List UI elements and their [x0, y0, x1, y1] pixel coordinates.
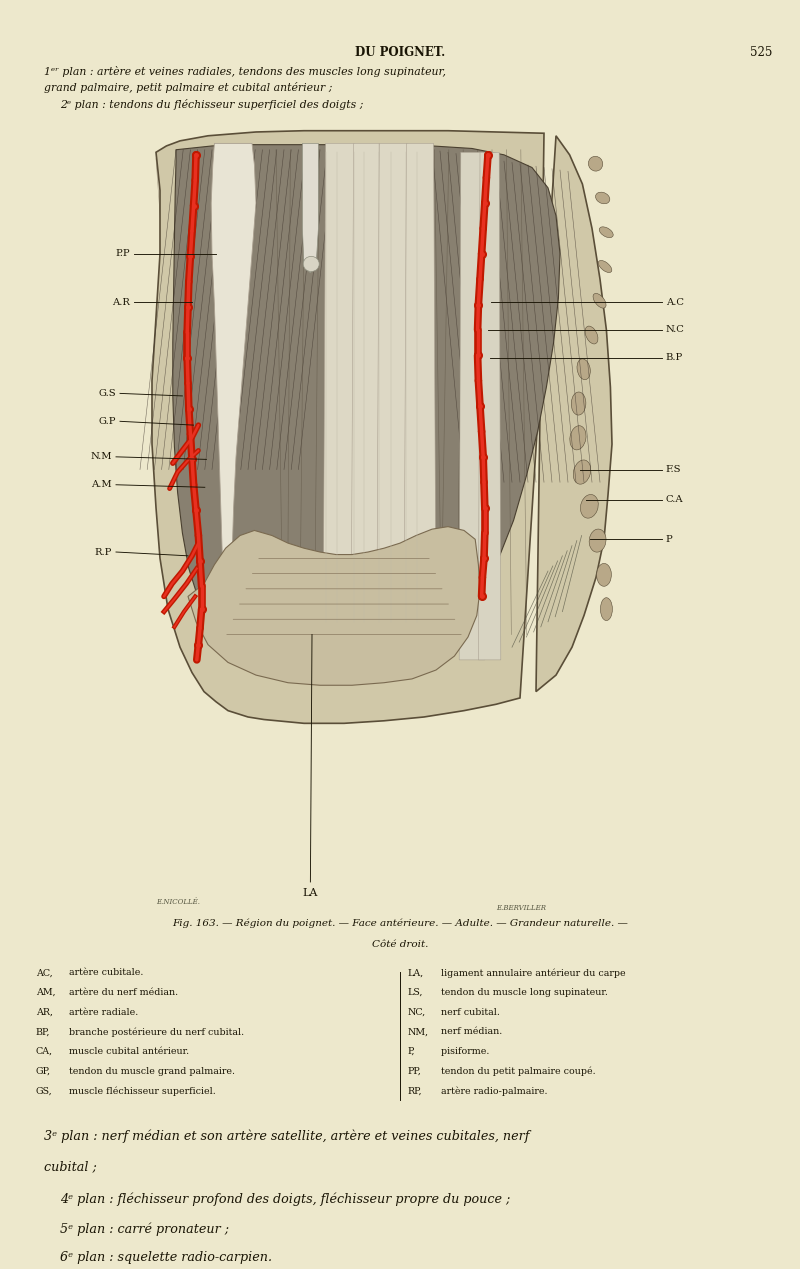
Text: C.A: C.A	[666, 495, 683, 505]
Ellipse shape	[581, 495, 598, 518]
Text: AC,: AC,	[36, 968, 53, 977]
Text: NC,: NC,	[408, 1008, 426, 1016]
Text: branche postérieure du nerf cubital.: branche postérieure du nerf cubital.	[66, 1028, 245, 1037]
Text: ligament annulaire antérieur du carpe: ligament annulaire antérieur du carpe	[438, 968, 626, 977]
Polygon shape	[152, 131, 612, 723]
Text: E.BERVILLER: E.BERVILLER	[496, 904, 546, 911]
Text: grand palmaire, petit palmaire et cubital antérieur ;: grand palmaire, petit palmaire et cubita…	[44, 82, 332, 94]
Text: P: P	[666, 534, 672, 544]
Text: BP,: BP,	[36, 1028, 50, 1037]
Ellipse shape	[593, 293, 606, 308]
Polygon shape	[323, 143, 357, 634]
Text: P.P: P.P	[116, 249, 130, 259]
Text: cubital ;: cubital ;	[44, 1160, 97, 1173]
Polygon shape	[212, 136, 248, 279]
Polygon shape	[173, 145, 560, 678]
Text: P,: P,	[408, 1047, 415, 1056]
Polygon shape	[459, 152, 485, 660]
Text: 1ᵉʳ plan : artère et veines radiales, tendons des muscles long supinateur,: 1ᵉʳ plan : artère et veines radiales, te…	[44, 66, 446, 77]
Text: N.M: N.M	[90, 452, 112, 462]
Text: G.S: G.S	[98, 388, 116, 398]
Text: DU POIGNET.: DU POIGNET.	[355, 46, 445, 60]
Ellipse shape	[589, 529, 606, 552]
Ellipse shape	[588, 156, 602, 171]
Polygon shape	[404, 143, 436, 634]
Text: RP,: RP,	[408, 1086, 422, 1095]
Text: E.NICOLLÉ.: E.NICOLLÉ.	[156, 898, 200, 906]
Ellipse shape	[574, 459, 590, 485]
Text: tendon du muscle long supinateur.: tendon du muscle long supinateur.	[438, 987, 608, 997]
Text: muscle cubital antérieur.: muscle cubital antérieur.	[66, 1047, 190, 1056]
Text: CA,: CA,	[36, 1047, 53, 1056]
Polygon shape	[188, 527, 480, 685]
Text: 5ᵉ plan : carré pronateur ;: 5ᵉ plan : carré pronateur ;	[60, 1222, 229, 1236]
Text: A.R: A.R	[113, 297, 130, 307]
Polygon shape	[211, 143, 256, 634]
Text: 2ᵉ plan : tendons du fléchisseur superficiel des doigts ;: 2ᵉ plan : tendons du fléchisseur superfi…	[60, 99, 363, 110]
Text: 6ᵉ plan : squelette radio-carpien.: 6ᵉ plan : squelette radio-carpien.	[60, 1251, 272, 1264]
Polygon shape	[302, 143, 318, 273]
Text: B.P: B.P	[666, 353, 683, 363]
Text: artère radio-palmaire.: artère radio-palmaire.	[438, 1086, 548, 1095]
Text: nerf médian.: nerf médian.	[438, 1028, 502, 1037]
Text: 3ᵉ plan : nerf médian et son artère satellite, artère et veines cubitales, nerf: 3ᵉ plan : nerf médian et son artère sate…	[44, 1129, 530, 1143]
Text: 525: 525	[750, 46, 772, 60]
Ellipse shape	[595, 192, 610, 204]
Ellipse shape	[598, 260, 612, 273]
Ellipse shape	[600, 598, 613, 621]
Text: A.C: A.C	[666, 297, 683, 307]
Ellipse shape	[597, 563, 611, 586]
Ellipse shape	[577, 359, 590, 379]
Text: tendon du petit palmaire coupé.: tendon du petit palmaire coupé.	[438, 1066, 596, 1076]
Polygon shape	[377, 143, 410, 634]
Text: A.M: A.M	[91, 480, 112, 490]
Text: LA,: LA,	[408, 968, 424, 977]
Ellipse shape	[571, 392, 586, 415]
Text: R.P: R.P	[94, 547, 112, 557]
Text: NM,: NM,	[408, 1028, 429, 1037]
Text: pisiforme.: pisiforme.	[438, 1047, 490, 1056]
Text: AM,: AM,	[36, 987, 56, 997]
Text: F.S: F.S	[666, 464, 681, 475]
Text: G.P: G.P	[98, 416, 116, 426]
Text: LS,: LS,	[408, 987, 423, 997]
Text: artère radiale.: artère radiale.	[66, 1008, 138, 1016]
Text: Côté droit.: Côté droit.	[372, 940, 428, 949]
Text: artère cubitale.: artère cubitale.	[66, 968, 144, 977]
Text: muscle fléchisseur superficiel.: muscle fléchisseur superficiel.	[66, 1086, 216, 1095]
Polygon shape	[432, 136, 464, 279]
Text: GP,: GP,	[36, 1066, 51, 1076]
Text: Fig. 163. — Région du poignet. — Face antérieure. — Adulte. — Grandeur naturelle: Fig. 163. — Région du poignet. — Face an…	[172, 919, 628, 928]
Text: 4ᵉ plan : fléchisseur profond des doigts, fléchisseur propre du pouce ;: 4ᵉ plan : fléchisseur profond des doigts…	[60, 1193, 510, 1207]
Ellipse shape	[303, 256, 319, 272]
Text: N.C: N.C	[666, 325, 685, 335]
Text: PP,: PP,	[408, 1066, 422, 1076]
Ellipse shape	[570, 425, 586, 450]
Text: tendon du muscle grand palmaire.: tendon du muscle grand palmaire.	[66, 1066, 235, 1076]
Ellipse shape	[599, 227, 614, 237]
Ellipse shape	[585, 326, 598, 344]
Text: artère du nerf médian.: artère du nerf médian.	[66, 987, 178, 997]
Text: AR,: AR,	[36, 1008, 53, 1016]
Text: GS,: GS,	[36, 1086, 53, 1095]
Text: LA: LA	[302, 888, 318, 898]
Polygon shape	[351, 143, 382, 634]
Text: nerf cubital.: nerf cubital.	[438, 1008, 500, 1016]
Polygon shape	[478, 152, 501, 660]
